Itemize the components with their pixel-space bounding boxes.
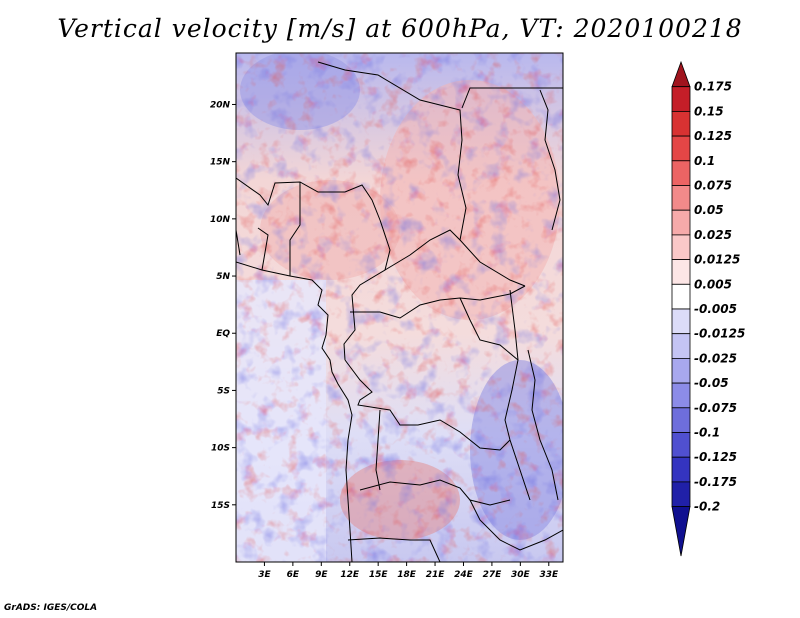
border bbox=[469, 499, 563, 551]
colorbar-swatch bbox=[671, 234, 691, 260]
colorbar-swatch bbox=[671, 432, 691, 458]
border bbox=[539, 89, 561, 231]
colorbar-swatch bbox=[671, 333, 691, 359]
colorbar-level-label: 0.075 bbox=[694, 179, 732, 193]
colorbar-swatch bbox=[671, 185, 691, 211]
colorbar-level-label: 0.15 bbox=[694, 104, 724, 118]
colorbar-swatch bbox=[671, 308, 691, 335]
colorbar-level-label: -0.075 bbox=[694, 401, 737, 415]
plot-frame bbox=[235, 52, 564, 563]
colorbar-level-label: 0.025 bbox=[694, 228, 732, 242]
border bbox=[384, 229, 461, 271]
colorbar-level-label: -0.2 bbox=[694, 500, 720, 514]
lat-tick-label: 15S bbox=[211, 501, 230, 511]
border bbox=[344, 359, 511, 451]
longitude-axis: 3E 6E 9E 12E 15E 18E 21E 24E 27E 30E 33E bbox=[258, 562, 559, 580]
colorbar-swatch bbox=[671, 283, 691, 310]
border bbox=[459, 297, 519, 361]
colorbar-level-label: 0.1 bbox=[694, 154, 715, 168]
colorbar-swatch bbox=[671, 382, 691, 409]
lon-tick-label: 30E bbox=[511, 570, 531, 580]
border bbox=[317, 61, 526, 287]
coastline bbox=[236, 261, 353, 562]
lon-tick-label: 18E bbox=[397, 570, 417, 580]
colorbar-level-label: -0.125 bbox=[694, 450, 737, 464]
colorbar-swatch bbox=[671, 111, 691, 137]
border bbox=[461, 87, 563, 109]
grads-credit: GrADS: IGES/COLA bbox=[4, 603, 98, 613]
political-boundaries bbox=[236, 61, 563, 562]
colorbar-top-triangle bbox=[671, 60, 691, 88]
border bbox=[236, 177, 381, 221]
colorbar-swatch bbox=[671, 481, 691, 507]
border bbox=[236, 227, 269, 271]
lon-tick-label: 15E bbox=[369, 570, 389, 580]
border bbox=[527, 349, 559, 501]
colorbar-level-label: 0.005 bbox=[694, 277, 732, 291]
lon-tick-label: 33E bbox=[539, 570, 559, 580]
lon-tick-label: 27E bbox=[483, 570, 503, 580]
colorbar-swatch bbox=[671, 160, 691, 186]
lon-tick-label: 12E bbox=[340, 570, 360, 580]
colorbar-bottom-triangle bbox=[671, 506, 691, 557]
lat-tick-label: 10N bbox=[210, 215, 231, 225]
lat-tick-label: 20N bbox=[210, 100, 231, 110]
lon-tick-label: 3E bbox=[258, 570, 271, 580]
colorbar-level-label: 0.125 bbox=[694, 129, 732, 143]
colorbar-swatch bbox=[671, 357, 691, 384]
lon-tick-label: 6E bbox=[287, 570, 300, 580]
border bbox=[343, 219, 391, 361]
latitude-axis: 20N 15N 10N 5N EQ 5S 10S 15S bbox=[210, 100, 236, 511]
border bbox=[347, 537, 441, 562]
lat-tick-label: 15N bbox=[210, 158, 231, 168]
border bbox=[289, 182, 301, 276]
lon-tick-label: 9E bbox=[315, 570, 328, 580]
lat-tick-label: 5N bbox=[216, 272, 230, 282]
colorbar-swatch bbox=[671, 86, 691, 112]
colorbar-level-label: 0.175 bbox=[694, 80, 732, 94]
colorbar-level-label: -0.175 bbox=[694, 475, 737, 489]
colorbar-level-label: -0.1 bbox=[694, 426, 720, 440]
colorbar-swatch bbox=[671, 407, 691, 433]
border bbox=[359, 479, 511, 506]
colorbar-level-label: 0.0125 bbox=[694, 253, 740, 267]
map-field bbox=[236, 53, 563, 562]
lon-tick-label: 21E bbox=[426, 570, 446, 580]
colorbar-level-label: -0.025 bbox=[694, 351, 737, 365]
colorbar-swatch bbox=[671, 135, 691, 162]
colorbar-level-label: -0.05 bbox=[694, 376, 729, 390]
colorbar-swatch bbox=[671, 259, 691, 285]
speckle-texture bbox=[236, 53, 563, 562]
colorbar-level-label: 0.05 bbox=[694, 203, 724, 217]
colorbar-swatch bbox=[671, 456, 691, 483]
lat-tick-label: 10S bbox=[211, 444, 230, 454]
border bbox=[350, 285, 526, 319]
chart-title: Vertical velocity [m/s] at 600hPa, VT: 2… bbox=[57, 14, 743, 43]
colorbar-swatch bbox=[671, 209, 691, 236]
colorbar: 0.175 0.15 0.125 0.1 0.075 0.05 0.025 0.0125 0.0… bbox=[671, 60, 745, 557]
border bbox=[504, 289, 531, 501]
lon-tick-label: 24E bbox=[454, 570, 474, 580]
colorbar-level-label: -0.0125 bbox=[694, 327, 745, 341]
lat-tick-label: 5S bbox=[217, 386, 230, 396]
lat-tick-label: EQ bbox=[216, 329, 230, 339]
border bbox=[375, 409, 381, 491]
colorbar-level-label: -0.005 bbox=[694, 302, 737, 316]
